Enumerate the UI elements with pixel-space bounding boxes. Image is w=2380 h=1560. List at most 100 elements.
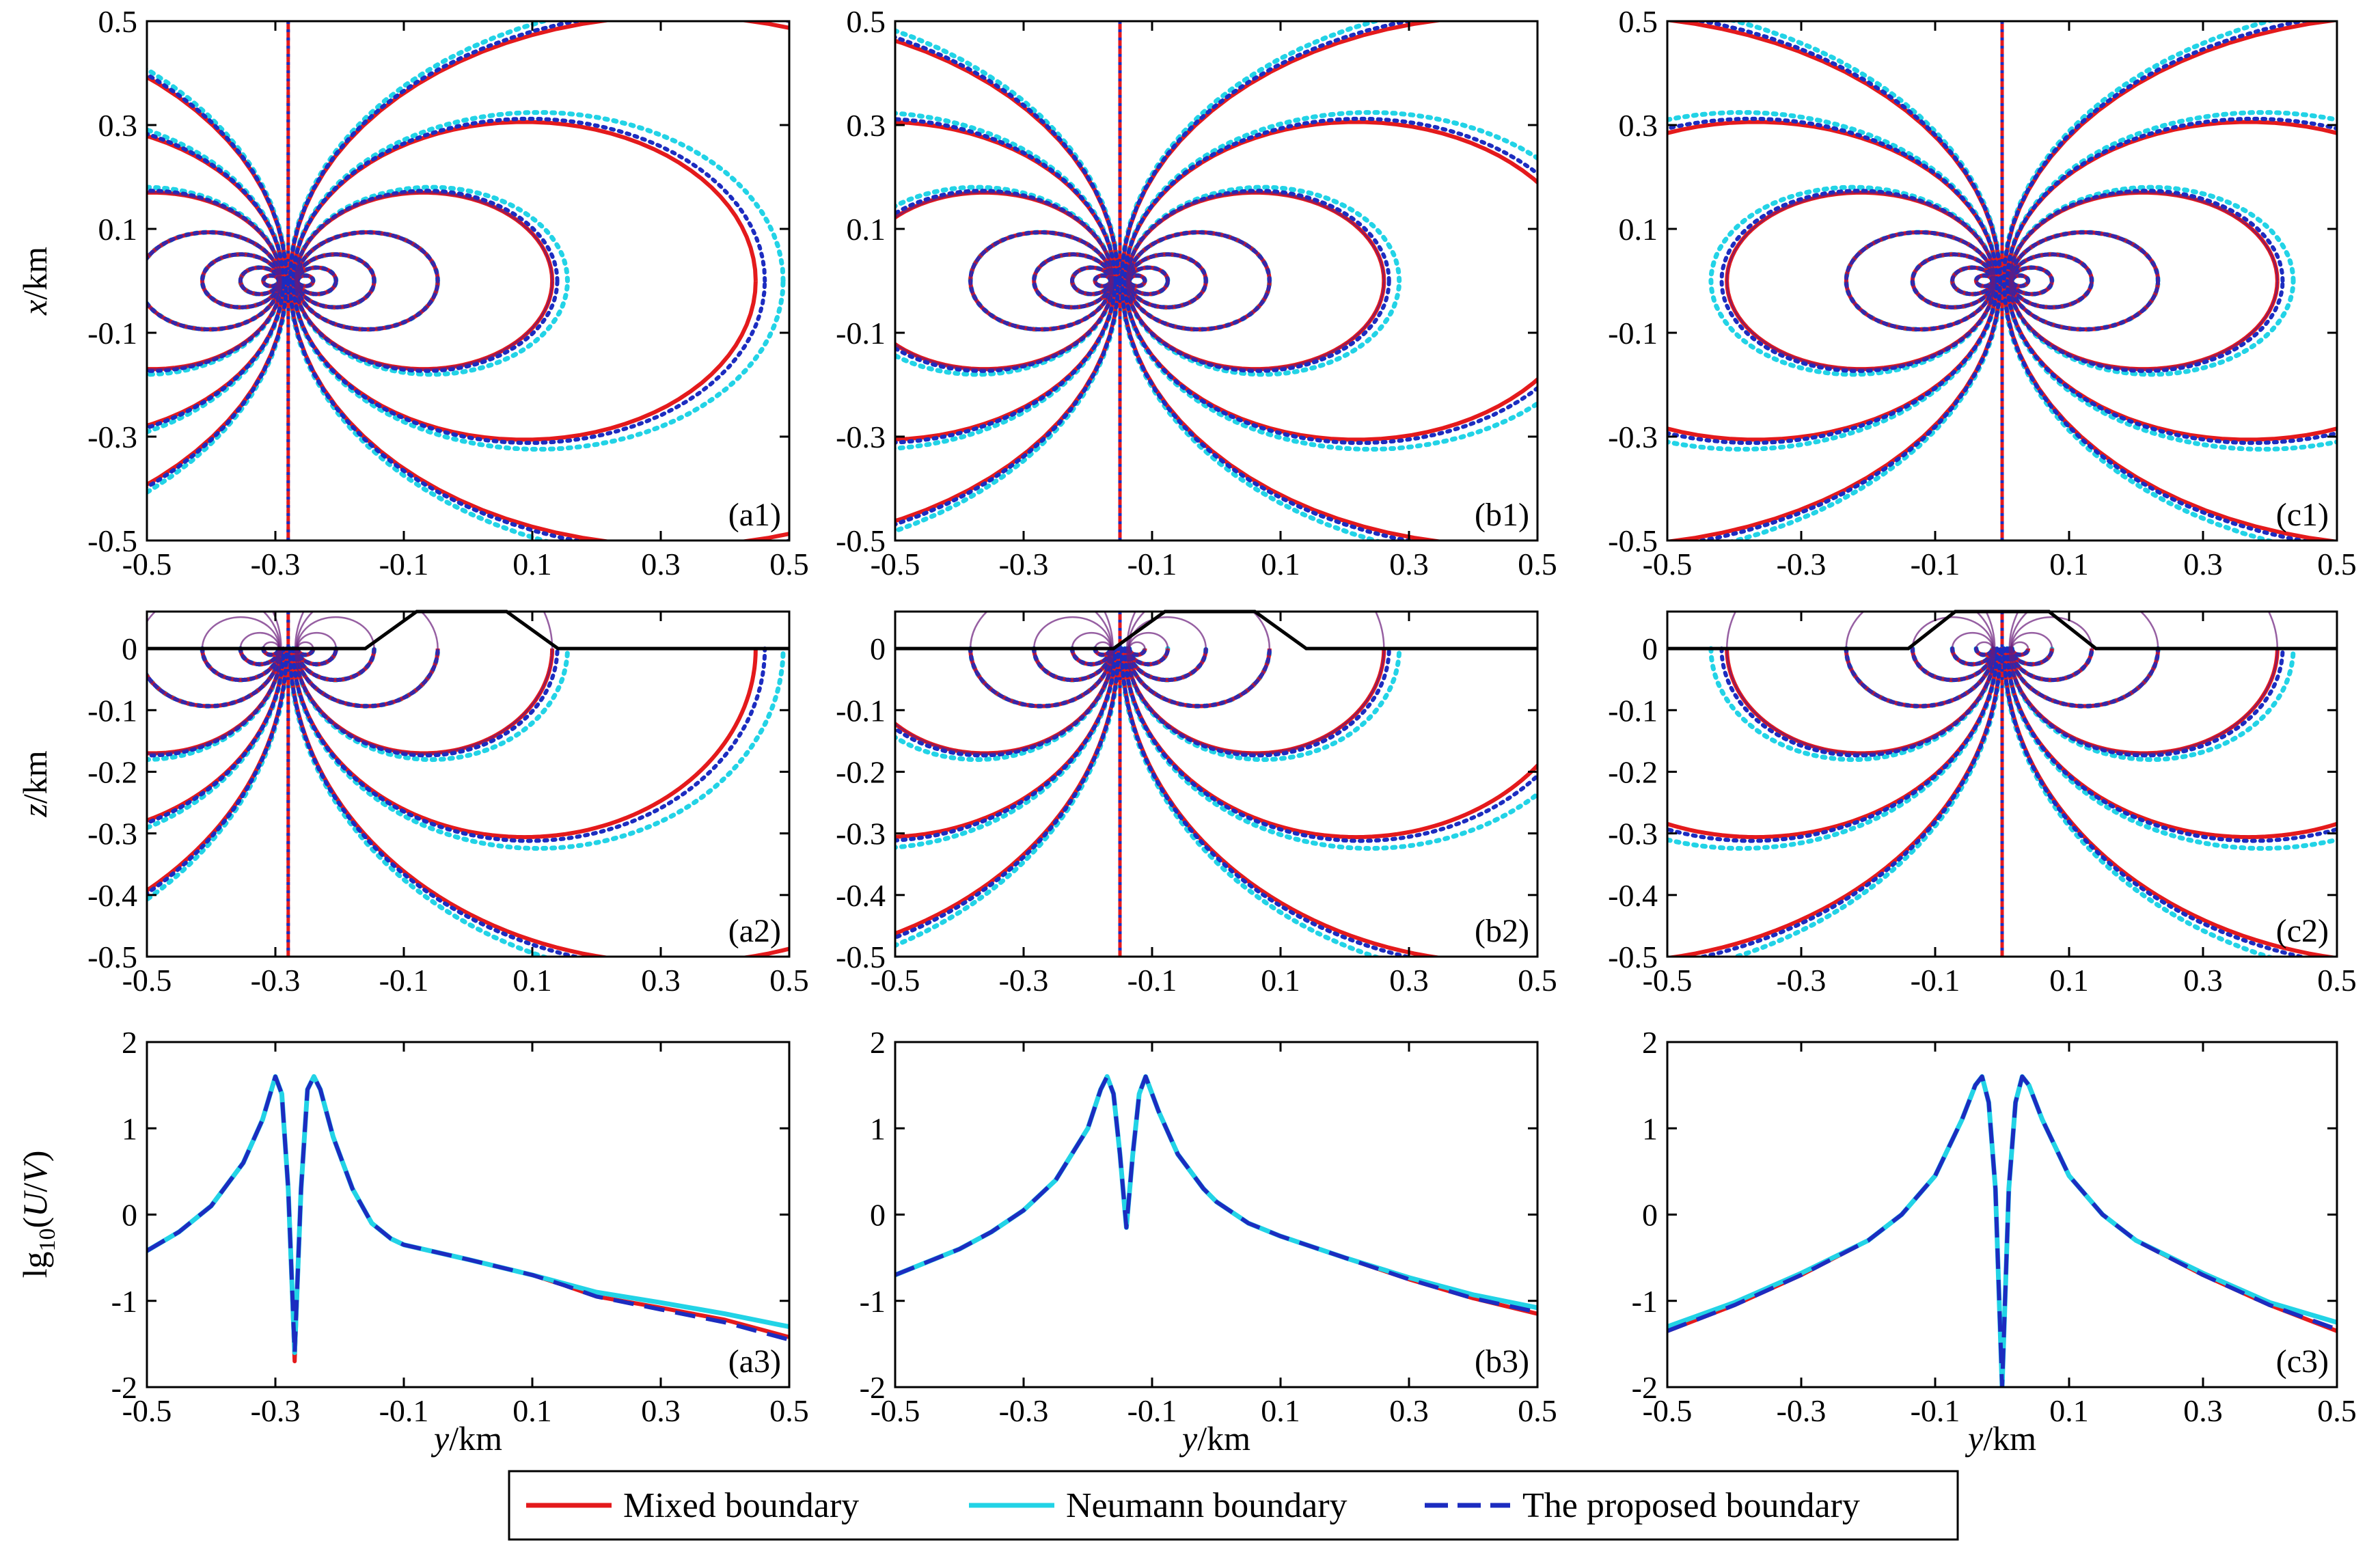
contours-c1 (1667, 21, 2337, 540)
panel-a3: -0.5 -0.3 -0.1 0.1 0.3 0.5 2 1 0 -1 -2 (a3) (111, 1025, 809, 1428)
plot-bg-a3 (147, 1042, 789, 1387)
panel-c3: -0.5 -0.3 -0.1 0.1 0.3 0.5 2 1 0 -1 -2 (c3) (1632, 1025, 2357, 1428)
panel-b2: -0.5 -0.3 -0.1 0.1 0.3 0.5 0 -0.1 -0.2 -0.3 -0.4 -0… (836, 610, 1557, 998)
plot-bg-a2 (147, 612, 789, 957)
panel-label-c3: (c3) (2276, 1343, 2329, 1380)
ytick-label-c3-4: -2 (1632, 1370, 1658, 1405)
axes-frame-b2 (894, 610, 1539, 958)
plot-bg-b2 (895, 612, 1537, 957)
ytick-label-c2-0: 0 (1642, 631, 1658, 666)
ytick-label-a2-3: -0.3 (87, 817, 137, 851)
contour-blend-r3 (2010, 231, 2159, 331)
contour-neumann-l6 (895, 28, 1121, 534)
row1-ylabel: x/km (16, 247, 54, 316)
ytick-label-b2-2: -0.2 (836, 754, 886, 789)
ytick-label-b3-0: 2 (870, 1025, 886, 1060)
axes-frame-b1 (894, 20, 1539, 542)
contour-proposed-l6 (895, 35, 1121, 527)
contour-proposed-r5 (290, 116, 767, 446)
axes-frame-a1 (146, 20, 791, 542)
xtick-label-b2-5: 0.5 (1518, 963, 1557, 998)
ytick-label-b1-2: 0.1 (847, 212, 886, 247)
contour-proposed-r6 (288, 21, 789, 540)
contour-neumann-l6 (1726, 21, 2003, 540)
contour-proposed-r6 (1119, 646, 1417, 957)
xtick-label-b3-1: -0.3 (999, 1393, 1049, 1428)
xtick-label-a1-1: -0.3 (251, 547, 301, 581)
legend-box (508, 1470, 1959, 1541)
ytick-label-c3-1: 1 (1642, 1111, 1658, 1146)
ytick-label-a2-0: 0 (122, 631, 137, 666)
ytick-label-b2-4: -0.4 (836, 878, 886, 913)
ytick-label-a2-4: -0.4 (87, 878, 137, 913)
xlabel-c3: y/km (1965, 1419, 2036, 1458)
ytick-label-a3-4: -2 (111, 1370, 137, 1405)
ytick-label-a3-1: 1 (122, 1111, 137, 1146)
ytick-label-a2-5: -0.5 (87, 940, 137, 974)
xtick-label-b3-2: -0.1 (1127, 1393, 1177, 1428)
contour-neumann-l4 (1708, 184, 1997, 377)
contour-neumann-r4 (292, 646, 570, 763)
xtick-label-c2-5: 0.5 (2317, 963, 2357, 998)
xtick-label-a3-4: 0.3 (641, 1393, 681, 1428)
xtick-label-b1-5: 0.5 (1518, 547, 1557, 581)
axes-frame-a2 (146, 610, 791, 958)
ytick-label-a2-1: -0.1 (87, 693, 137, 728)
xtick-label-b3-5: 0.5 (1518, 1393, 1557, 1428)
panel-a1: -0.5 -0.3 -0.1 0.1 0.3 0.5 0.5 0.3 0.1 -0.1 -0.3 -0… (87, 4, 809, 581)
xtick-label-c3-1: -0.3 (1777, 1393, 1827, 1428)
contour-blend-r4 (2008, 191, 2279, 370)
ytick-label-b1-0: 0.5 (847, 4, 886, 39)
ytick-label-a3-2: 0 (122, 1198, 137, 1233)
ytick-label-b1-4: -0.3 (836, 420, 886, 454)
ytick-label-a2-2: -0.2 (87, 754, 137, 789)
ytick-label-b2-3: -0.3 (836, 817, 886, 851)
ytick-label-c2-2: -0.2 (1608, 754, 1658, 789)
contour-proposed-l5 (895, 117, 1117, 445)
contour-neumann-l6 (1728, 646, 2003, 957)
panel-c1: -0.5 -0.3 -0.1 0.1 0.3 0.5 0.5 0.3 0.1 -0.1 -0.3 -0… (1608, 4, 2357, 581)
xtick-label-a3-5: 0.5 (769, 1393, 809, 1428)
contour-neumann-l6 (895, 646, 1121, 948)
row2-ylabel: z/km (16, 750, 54, 817)
contour-blend-l4 (895, 191, 1114, 370)
contour-neumann-l5 (1667, 110, 2000, 452)
ytick-label-c3-0: 2 (1642, 1025, 1658, 1060)
xtick-label-c3-5: 0.5 (2317, 1393, 2357, 1428)
legend-label-proposed: The proposed boundary (1522, 1486, 1860, 1525)
ytick-label-b3-4: -2 (860, 1370, 886, 1405)
contour-blend-l3 (969, 231, 1113, 331)
contour-blend-l3 (1845, 231, 1995, 331)
panel-label-a1: (a1) (728, 497, 781, 533)
ytick-label-a1-3: -0.1 (87, 316, 137, 351)
contour-proposed-r5 (1123, 116, 1537, 446)
contour-neumann-l5 (1667, 646, 2000, 851)
xtick-label-a1-0: -0.5 (122, 547, 172, 581)
xtick-label-a2-0: -0.5 (122, 963, 172, 998)
ytick-label-a1-1: 0.3 (98, 108, 138, 143)
ytick-label-c3-3: -1 (1632, 1284, 1658, 1319)
panel-label-a3: (a3) (728, 1343, 781, 1380)
xtick-label-a1-4: 0.3 (641, 547, 681, 581)
ytick-label-a1-4: -0.3 (87, 420, 137, 454)
contour-proposed-r5 (2005, 116, 2337, 446)
xtick-label-b1-4: 0.3 (1389, 547, 1429, 581)
contour-neumann-r4 (1124, 646, 1402, 763)
ytick-label-c2-5: -0.5 (1608, 940, 1658, 974)
contour-neumann-r6 (2001, 646, 2276, 957)
xtick-label-b1-1: -0.3 (999, 547, 1049, 581)
xtick-label-b1-0: -0.5 (871, 547, 920, 581)
contour-proposed-r4 (293, 189, 560, 373)
contour-blend-r4 (294, 191, 553, 370)
xtick-label-b1-2: -0.1 (1127, 547, 1177, 581)
series-line-b3-2 (895, 1074, 1537, 1315)
contour-neumann-l4 (895, 184, 1116, 377)
series-a3 (147, 1074, 789, 1364)
ytick-label-b3-3: -1 (860, 1284, 886, 1319)
series-line-a3-2 (147, 1074, 789, 1355)
ytick-label-a1-2: 0.1 (98, 212, 138, 247)
ytick-label-b3-1: 1 (870, 1111, 886, 1146)
xtick-label-c3-2: -0.1 (1911, 1393, 1960, 1428)
xtick-label-a1-2: -0.1 (379, 547, 429, 581)
